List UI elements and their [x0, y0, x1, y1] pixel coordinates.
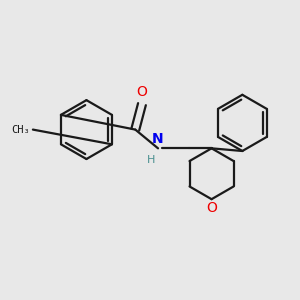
- Text: O: O: [136, 85, 147, 100]
- Text: CH₃: CH₃: [11, 124, 30, 135]
- Text: N: N: [152, 132, 163, 146]
- Text: O: O: [206, 200, 217, 214]
- Text: H: H: [147, 155, 155, 165]
